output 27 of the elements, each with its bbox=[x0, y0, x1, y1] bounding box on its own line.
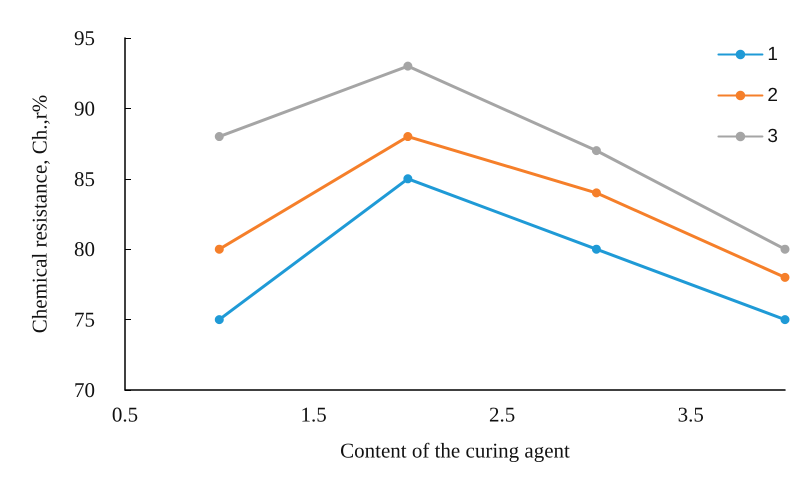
x-tick-label: 0.5 bbox=[112, 402, 138, 426]
legend-label: 2 bbox=[767, 85, 778, 106]
point bbox=[592, 146, 601, 156]
point bbox=[403, 174, 412, 184]
point bbox=[780, 244, 790, 254]
y-tick-label: 75 bbox=[74, 308, 95, 332]
y-tick-label: 95 bbox=[74, 26, 95, 50]
point bbox=[592, 244, 601, 254]
x-tick-label: 1.5 bbox=[300, 402, 327, 426]
point bbox=[214, 244, 224, 254]
point bbox=[214, 315, 224, 324]
y-axis-title: Chemical resistance, Ch.,r% bbox=[28, 94, 52, 334]
y-tick-label: 90 bbox=[74, 96, 95, 120]
point bbox=[403, 62, 412, 71]
point bbox=[780, 272, 790, 282]
legend-label: 1 bbox=[767, 44, 778, 65]
x-tick-label: 2.5 bbox=[489, 402, 516, 426]
y-tick-label: 80 bbox=[74, 237, 95, 262]
x-tick-label: 3.5 bbox=[678, 402, 704, 426]
point bbox=[403, 132, 412, 142]
y-tick-label: 85 bbox=[74, 166, 95, 191]
point bbox=[780, 315, 790, 324]
point bbox=[592, 188, 601, 198]
legend-label: 3 bbox=[767, 126, 778, 147]
point bbox=[214, 132, 224, 142]
x-axis-title: Content of the curing agent bbox=[340, 438, 570, 462]
y-tick-label: 70 bbox=[74, 378, 95, 402]
